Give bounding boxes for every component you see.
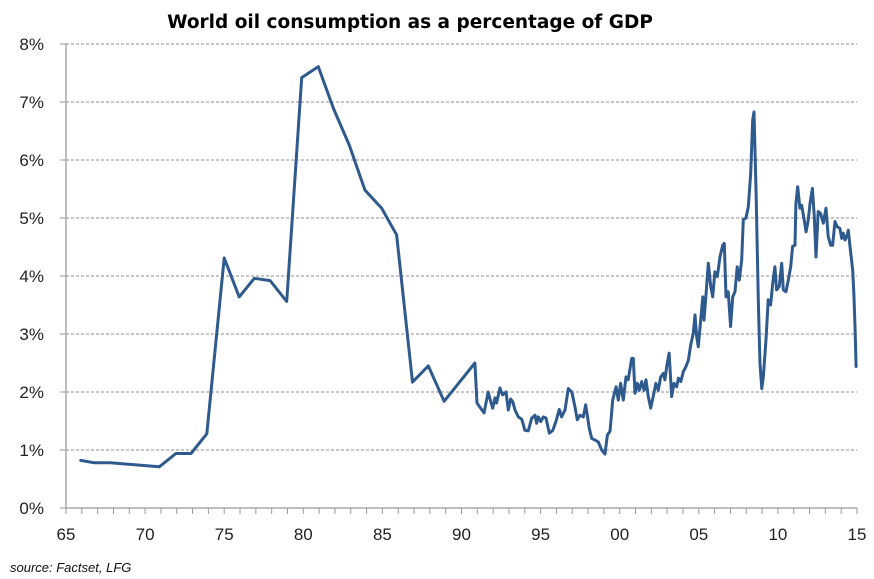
x-tick-label: 00 xyxy=(610,525,629,544)
x-tick-label: 95 xyxy=(531,525,550,544)
y-tick-label: 4% xyxy=(19,267,44,286)
x-tick-label: 90 xyxy=(452,525,471,544)
chart-title: World oil consumption as a percentage of… xyxy=(167,12,653,33)
x-tick-label: 75 xyxy=(215,525,234,544)
series-line xyxy=(79,65,858,469)
y-tick-label: 0% xyxy=(19,499,44,518)
y-axis-ticks: 0% 1% 2% 3% 4% 5% 6% 7% 8% xyxy=(19,35,66,518)
x-tick-label: 05 xyxy=(689,525,708,544)
gridlines xyxy=(66,43,857,451)
y-tick-label: 8% xyxy=(19,35,44,54)
series-group xyxy=(79,65,858,469)
x-tick-label: 15 xyxy=(848,525,867,544)
y-tick-label: 2% xyxy=(19,383,44,402)
y-tick-label: 1% xyxy=(19,441,44,460)
y-tick-label: 7% xyxy=(19,93,44,112)
y-tick-label: 6% xyxy=(19,151,44,170)
x-tick-label: 10 xyxy=(768,525,787,544)
x-tick-label: 80 xyxy=(294,525,313,544)
x-tick-label: 65 xyxy=(57,525,76,544)
x-axis-ticks: 65 70 75 80 85 90 95 00 05 10 15 xyxy=(57,508,867,544)
source-note: source: Factset, LFG xyxy=(10,560,131,575)
y-tick-label: 3% xyxy=(19,325,44,344)
x-tick-label: 70 xyxy=(136,525,155,544)
x-tick-label: 85 xyxy=(373,525,392,544)
y-tick-label: 5% xyxy=(19,209,44,228)
